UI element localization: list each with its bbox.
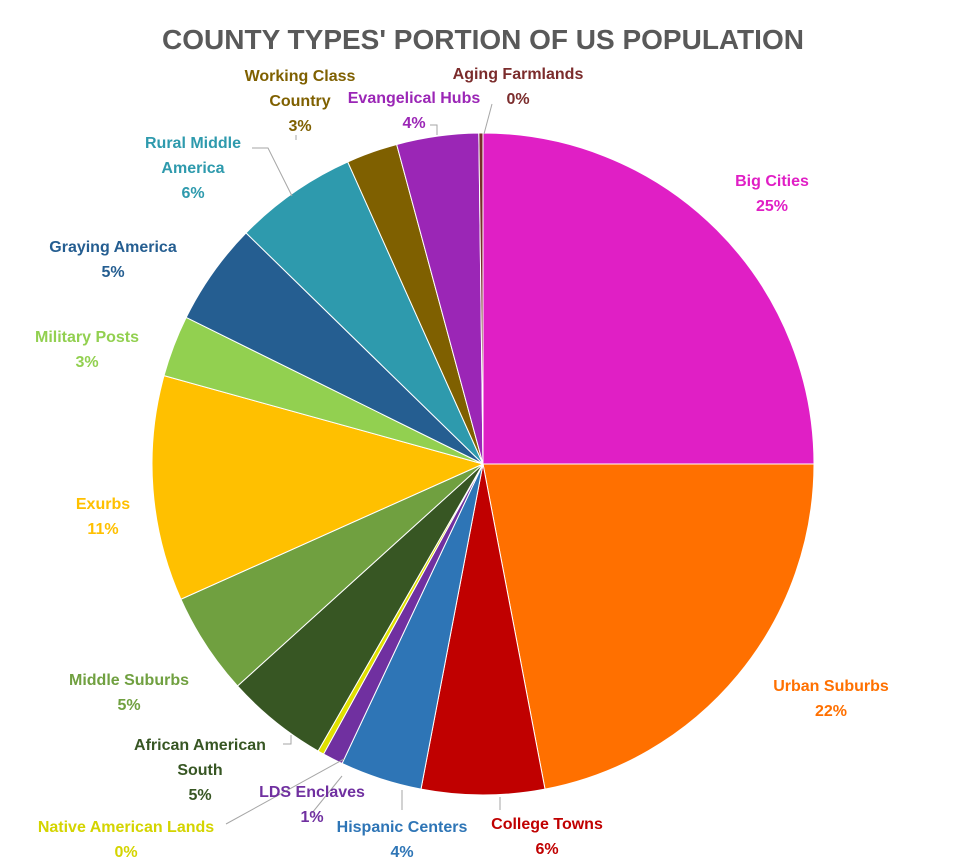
slice-exurbs	[151, 375, 485, 600]
label-military-posts: Military Posts 3%	[35, 329, 139, 371]
chart-title: COUNTY TYPES' PORTION OF US POPULATION	[162, 24, 804, 55]
label-lds-enclaves: LDS Enclaves 1%	[259, 784, 365, 826]
label-college-towns: College Towns 6%	[491, 816, 603, 858]
label-rural-middle-america: Rural Middle America 6%	[145, 135, 241, 202]
leader-native-american-lands	[225, 758, 345, 825]
label-evangelical-hubs: Evangelical Hubs 4%	[348, 90, 481, 132]
label-middle-suburbs: Middle Suburbs 5%	[69, 672, 189, 714]
label-native-american-lands: Native American Lands 0%	[38, 819, 214, 861]
label-working-class-country: Working Class Country 3%	[245, 68, 356, 135]
leader-rural-middle-america	[252, 147, 293, 197]
leader-african-american-south	[283, 735, 292, 745]
label-graying-america: Graying America 5%	[49, 239, 177, 281]
slice-urban-suburbs	[482, 463, 815, 790]
leader-evangelical-hubs	[430, 124, 438, 135]
label-african-american-south: African American South 5%	[134, 737, 266, 804]
leader-lds-enclaves	[311, 775, 343, 814]
leader-aging-farmlands	[483, 103, 493, 135]
label-urban-suburbs: Urban Suburbs 22%	[773, 678, 889, 720]
label-hispanic-centers: Hispanic Centers 4%	[337, 819, 468, 861]
label-exurbs: Exurbs 11%	[76, 496, 130, 538]
pie-slices	[151, 132, 815, 796]
slice-college-towns	[420, 463, 546, 796]
leader-lines	[225, 103, 501, 825]
slice-aging-farmlands	[478, 132, 484, 465]
label-aging-farmlands: Aging Farmlands 0%	[453, 66, 584, 108]
label-big-cities: Big Cities 25%	[735, 173, 809, 215]
slice-labels: Big Cities 25% Urban Suburbs 22% College Tow…	[35, 66, 889, 861]
slice-rural-middle-america	[245, 161, 484, 465]
slice-big-cities	[482, 132, 815, 465]
